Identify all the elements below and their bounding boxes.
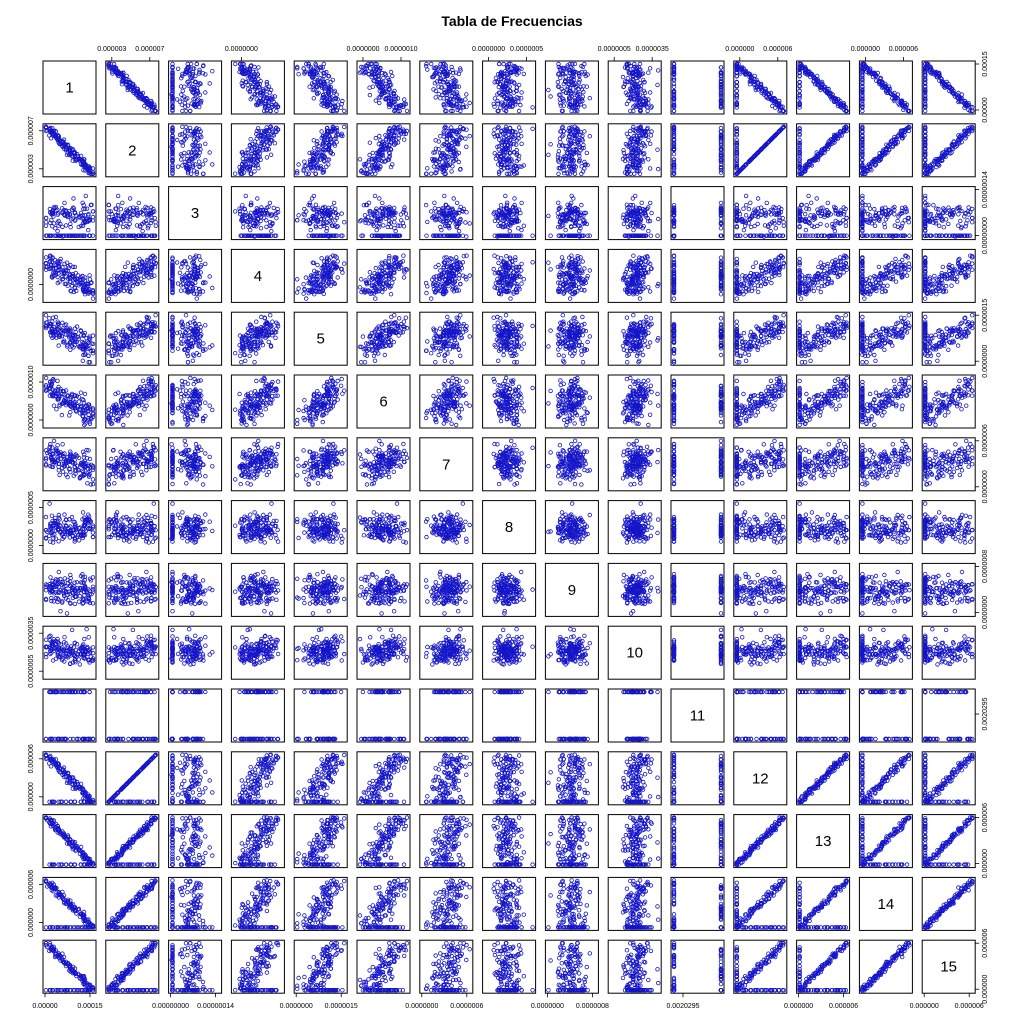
diagonal-label-1: 1 <box>65 80 73 97</box>
chart-title: Tabla de Frecuencias <box>441 13 583 29</box>
